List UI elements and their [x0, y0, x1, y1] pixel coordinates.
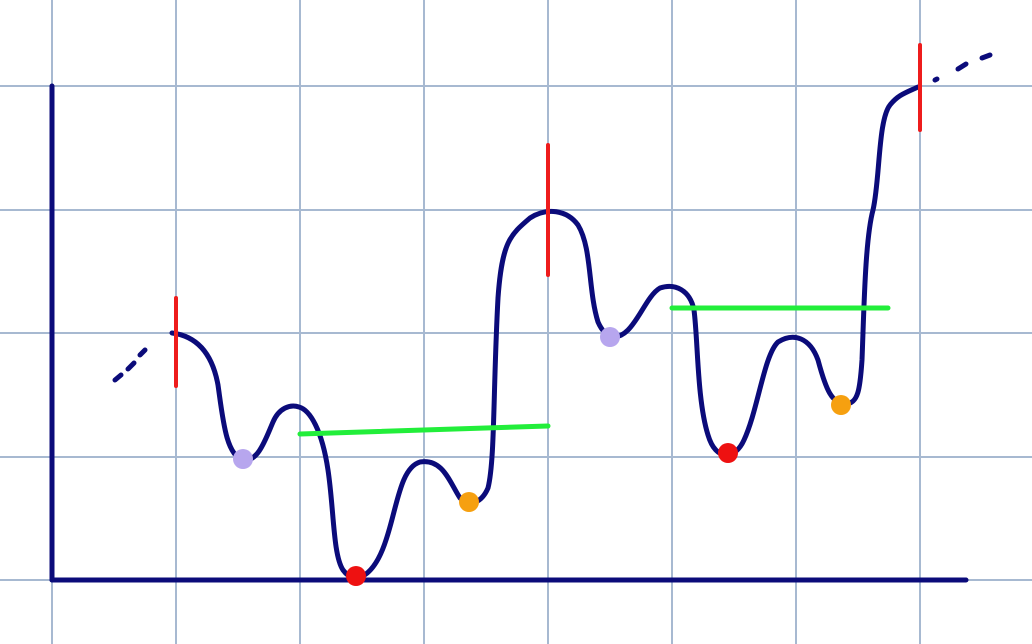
dot-red-1: [346, 566, 366, 586]
trailing-dash: [932, 52, 993, 83]
dot-lavender-2: [600, 327, 620, 347]
dot-red-2: [718, 443, 738, 463]
dot-orange-1: [459, 492, 479, 512]
dot-orange-2: [831, 395, 851, 415]
green-line-left: [297, 423, 551, 437]
dot-lavender-1: [233, 449, 253, 469]
leading-dash: [112, 347, 148, 383]
